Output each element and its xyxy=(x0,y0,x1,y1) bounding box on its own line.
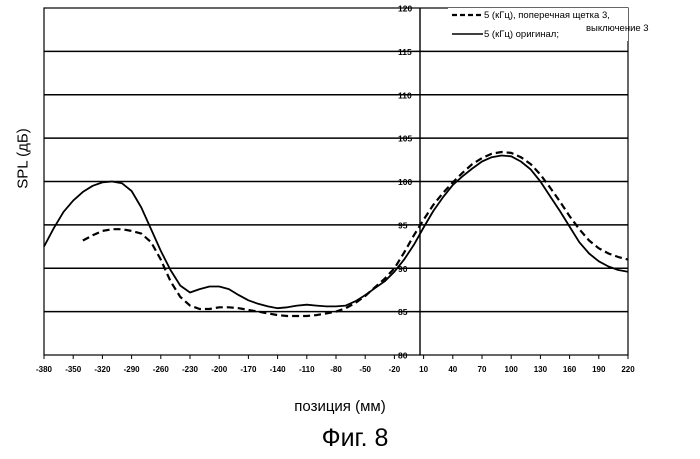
y-tick-label: 105 xyxy=(398,134,412,144)
x-tick-label: 40 xyxy=(448,365,457,374)
y-tick-label: 110 xyxy=(398,90,412,100)
y-tick-label: 115 xyxy=(398,47,412,57)
x-tick-label: -350 xyxy=(65,365,82,374)
legend: 5 (кГц), поперечная щетка 3, выключение … xyxy=(448,8,649,41)
x-tick-label: -380 xyxy=(36,365,53,374)
x-tick-label: 10 xyxy=(419,365,428,374)
x-tick-label: 190 xyxy=(592,365,606,374)
x-tick-label: -50 xyxy=(359,365,371,374)
legend-label-solid: 5 (кГц) оригинал; xyxy=(484,29,559,40)
x-tick-label: -20 xyxy=(389,365,401,374)
x-tick-label: -170 xyxy=(240,365,257,374)
x-tick-label: 130 xyxy=(534,365,548,374)
x-tick-label: -140 xyxy=(270,365,287,374)
legend-label-dashed-cont: выключение 3 xyxy=(586,23,649,34)
legend-label-dashed: 5 (кГц), поперечная щетка 3, xyxy=(484,10,610,21)
y-axis-title: SPL (дБ) xyxy=(15,124,32,194)
x-axis-title: позиция (мм) xyxy=(240,398,440,415)
x-tick-label: 220 xyxy=(621,365,635,374)
x-tick-label: -320 xyxy=(94,365,111,374)
x-tick-label: -110 xyxy=(299,365,315,374)
x-tick-label: -260 xyxy=(153,365,170,374)
y-tick-label: 100 xyxy=(398,177,412,187)
x-tick-label: 160 xyxy=(563,365,577,374)
x-tick-label: 100 xyxy=(505,365,519,374)
x-tick-label: -200 xyxy=(211,365,228,374)
figure-caption: Фиг. 8 xyxy=(295,424,415,453)
y-tick-label: 120 xyxy=(398,4,412,14)
x-tick-labels: -380 -350 -320 -290 -260 -230 -200 -170 -140 -110… xyxy=(36,355,635,374)
x-tick-label: -290 xyxy=(124,365,141,374)
y-tick-label: 80 xyxy=(398,351,408,361)
x-tick-label: 70 xyxy=(478,365,487,374)
x-tick-label: -230 xyxy=(182,365,199,374)
y-tick-label: 95 xyxy=(398,220,408,230)
x-tick-label: -80 xyxy=(330,365,342,374)
y-tick-label: 85 xyxy=(398,307,408,317)
